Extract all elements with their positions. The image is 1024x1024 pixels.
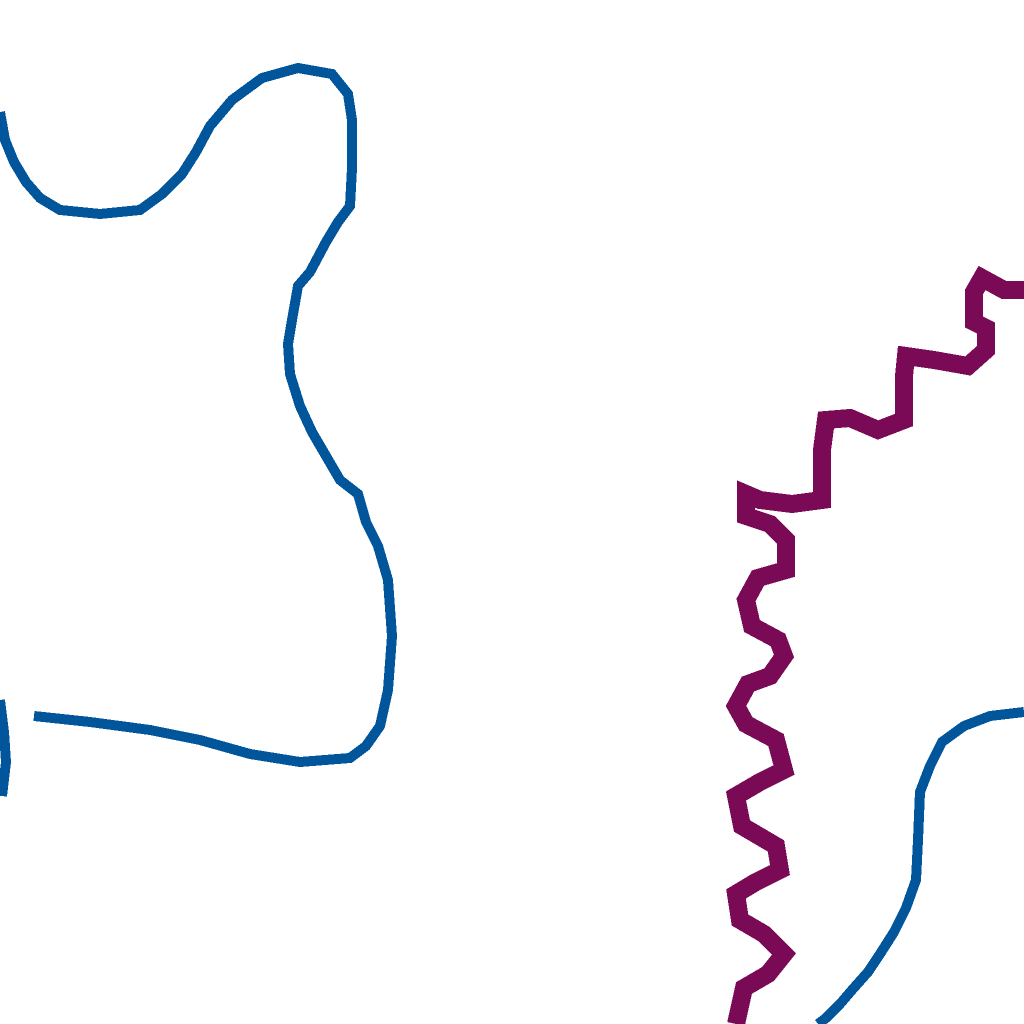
blue-route-upper-left [0,62,398,768]
purple-route-zigzag [725,265,1024,1024]
blue-route-loop [0,699,12,797]
blue-route-lower-right [815,707,1024,1024]
